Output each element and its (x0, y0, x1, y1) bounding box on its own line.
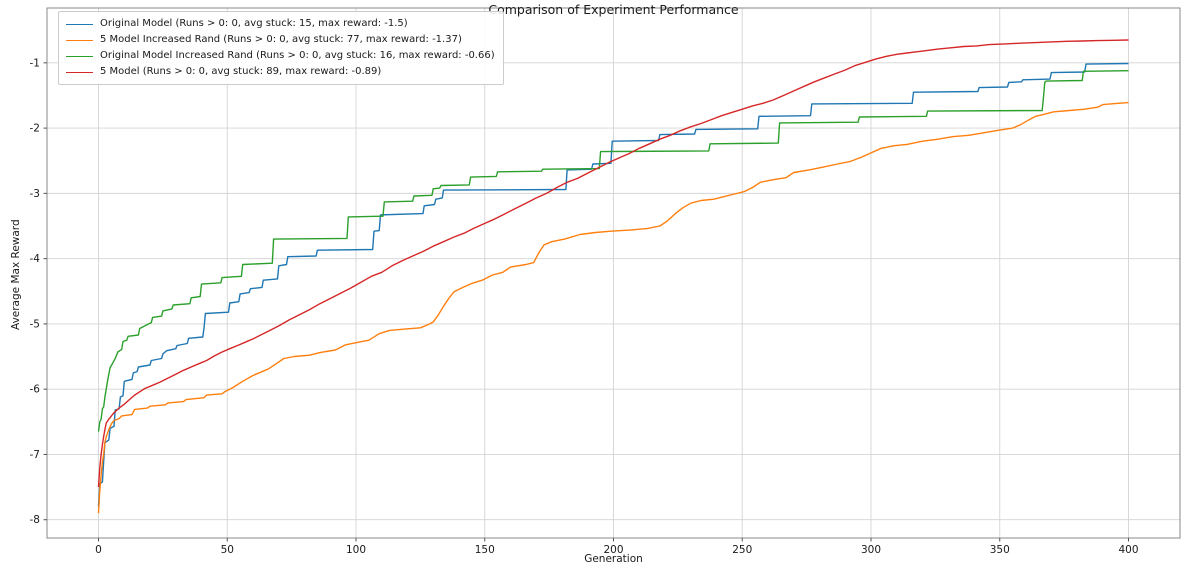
y-tick-label: -7 (30, 449, 40, 461)
legend-line-swatch (66, 71, 93, 73)
series-line-2 (97, 70, 1129, 432)
legend-line-swatch (66, 23, 93, 25)
legend-label: 5 Model (Runs > 0: 0, avg stuck: 89, max… (100, 66, 382, 77)
legend-item: 5 Model Increased Rand (Runs > 0: 0, avg… (66, 32, 495, 48)
x-tick-label: 100 (346, 544, 366, 556)
series-line-3 (97, 39, 1129, 488)
x-tick-label: 250 (732, 544, 752, 556)
legend-line-swatch (66, 39, 93, 41)
y-tick-label: -3 (30, 188, 40, 200)
chart-title: Comparison of Experiment Performance (488, 2, 739, 17)
series-line-1 (97, 101, 1129, 514)
x-tick-label: 200 (603, 544, 623, 556)
y-tick-label: -1 (30, 57, 40, 69)
legend-label: 5 Model Increased Rand (Runs > 0: 0, avg… (100, 34, 462, 45)
legend-line-swatch (66, 55, 93, 57)
legend-item: 5 Model (Runs > 0: 0, avg stuck: 89, max… (66, 64, 495, 80)
x-tick-label: 350 (990, 544, 1010, 556)
x-tick-label: 300 (861, 544, 881, 556)
legend-item: Original Model Increased Rand (Runs > 0:… (66, 48, 495, 64)
legend-label: Original Model (Runs > 0: 0, avg stuck: … (100, 18, 408, 29)
y-tick-label: -8 (30, 514, 40, 526)
x-tick-label: 50 (221, 544, 234, 556)
legend-label: Original Model Increased Rand (Runs > 0:… (100, 50, 495, 61)
x-tick-label: 0 (95, 544, 102, 556)
y-tick-label: -2 (30, 123, 40, 135)
x-tick-label: 400 (1118, 544, 1138, 556)
y-tick-label: -5 (30, 318, 40, 330)
series-line-0 (97, 62, 1129, 507)
x-axis-label: Generation (584, 553, 643, 565)
legend: Original Model (Runs > 0: 0, avg stuck: … (58, 11, 504, 85)
legend-item: Original Model (Runs > 0: 0, avg stuck: … (66, 16, 495, 32)
y-tick-label: -6 (30, 384, 41, 396)
y-axis-label: Average Max Reward (10, 219, 22, 330)
x-tick-label: 150 (475, 544, 495, 556)
y-tick-label: -4 (30, 253, 41, 265)
